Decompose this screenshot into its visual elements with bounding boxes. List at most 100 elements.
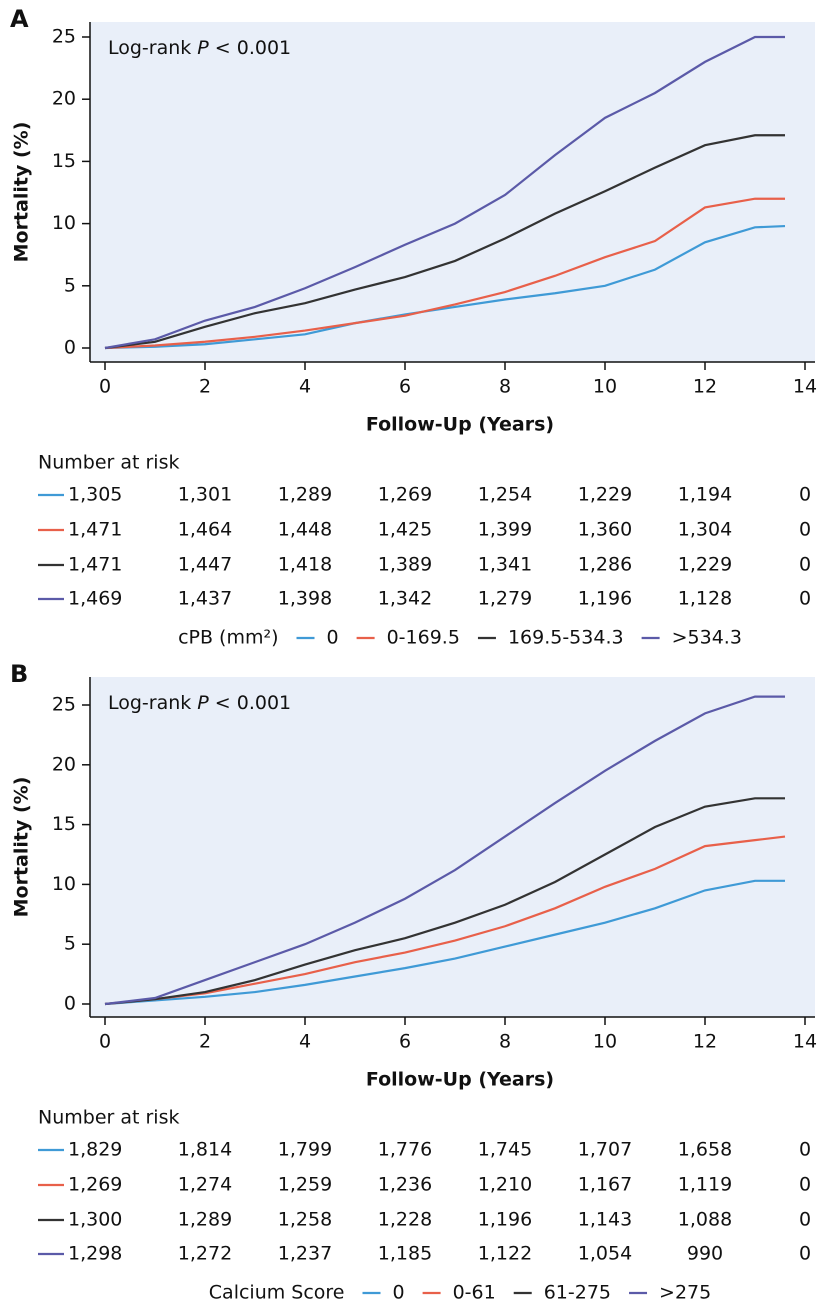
risk-title: Number at risk [38,1107,180,1129]
risk-count: 1,304 [678,519,732,541]
y-tick-label: 5 [64,933,76,955]
risk-count: 1,776 [378,1139,432,1161]
risk-count: 0 [799,1139,811,1161]
risk-count: 1,237 [278,1243,332,1265]
risk-count: 1,425 [378,519,432,541]
risk-count: 1,185 [378,1243,432,1265]
x-tick-label: 4 [299,376,311,398]
annotation-italic: P [197,37,209,59]
x-tick-label: 8 [499,1031,511,1053]
risk-count: 1,342 [378,588,432,610]
panel-label: B [10,660,28,688]
y-tick-label: 25 [52,26,76,48]
y-tick-label: 10 [52,873,76,895]
risk-count: 0 [799,1174,811,1196]
legend-label: 0-169.5 [387,627,460,649]
risk-count: 1,399 [478,519,532,541]
x-tick-label: 14 [793,1031,817,1053]
risk-count: 1,119 [678,1174,732,1196]
risk-count: 1,259 [278,1174,332,1196]
annotation-text: < 0.001 [215,692,291,714]
risk-count: 1,305 [68,484,122,506]
risk-count: 1,254 [478,484,532,506]
annotation-italic: P [197,692,209,714]
x-axis-label: Follow-Up (Years) [366,1069,554,1091]
risk-count: 1,128 [678,588,732,610]
y-tick-label: 15 [52,150,76,172]
risk-count: 1,447 [178,554,232,576]
risk-count: 1,658 [678,1139,732,1161]
risk-count: 1,258 [278,1209,332,1231]
risk-count: 1,286 [578,554,632,576]
risk-count: 1,196 [578,588,632,610]
y-tick-label: 0 [64,993,76,1015]
curve [104,224,786,350]
legend-label: 0-61 [453,1282,496,1304]
risk-count: 1,269 [68,1174,122,1196]
risk-count: 1,469 [68,588,122,610]
risk-count: 1,471 [68,519,122,541]
risk-count: 1,054 [578,1243,632,1265]
risk-count: 1,360 [578,519,632,541]
y-tick-label: 25 [52,694,76,716]
risk-count: 1,274 [178,1174,232,1196]
risk-count: 1,229 [678,554,732,576]
curve [104,695,785,1006]
plot-background [90,22,815,362]
risk-count: 1,448 [278,519,332,541]
y-tick-label: 10 [52,212,76,234]
annotation-text: Log-rank [108,692,191,714]
annotation-text: < 0.001 [215,37,291,59]
y-tick-label: 20 [52,88,76,110]
risk-count: 1,437 [178,588,232,610]
risk-count: 1,279 [478,588,532,610]
risk-count: 1,341 [478,554,532,576]
x-tick-label: 2 [199,1031,211,1053]
risk-count: 0 [799,484,811,506]
y-axis-label: Mortality (%) [11,122,33,263]
risk-count: 0 [799,519,811,541]
legend-label: 0 [327,627,339,649]
x-axis-label: Follow-Up (Years) [366,414,554,436]
risk-count: 1,210 [478,1174,532,1196]
curve [104,197,785,350]
risk-count: 0 [799,1243,811,1265]
legend-label: 0 [393,1282,405,1304]
y-tick-label: 0 [64,337,76,359]
risk-count: 1,745 [478,1139,532,1161]
risk-count: 1,707 [578,1139,632,1161]
risk-count: 1,389 [378,554,432,576]
x-tick-label: 2 [199,376,211,398]
annotation: Log-rank P < 0.001 [108,37,291,59]
x-tick-label: 0 [99,376,111,398]
legend-label: >275 [659,1282,711,1304]
legend-label: 169.5-534.3 [508,627,624,649]
risk-count: 1,799 [278,1139,332,1161]
x-tick-label: 8 [499,376,511,398]
y-tick-label: 5 [64,274,76,296]
risk-count: 1,301 [178,484,232,506]
x-tick-label: 10 [593,1031,617,1053]
x-tick-label: 10 [593,376,617,398]
x-tick-label: 6 [399,376,411,398]
risk-count: 1,122 [478,1243,532,1265]
x-tick-label: 6 [399,1031,411,1053]
risk-count: 1,298 [68,1243,122,1265]
legend-label: >534.3 [672,627,742,649]
risk-count: 990 [687,1243,723,1265]
annotation: Log-rank P < 0.001 [108,692,291,714]
curve [104,879,785,1006]
risk-count: 0 [799,1209,811,1231]
risk-count: 1,289 [278,484,332,506]
risk-count: 1,228 [378,1209,432,1231]
legend-title: cPB (mm²) [178,627,278,649]
risk-count: 1,088 [678,1209,732,1231]
x-tick-label: 0 [99,1031,111,1053]
x-tick-label: 12 [693,376,717,398]
risk-count: 1,471 [68,554,122,576]
curve [104,35,785,350]
risk-count: 1,300 [68,1209,122,1231]
risk-count: 1,269 [378,484,432,506]
legend-label: 61-275 [544,1282,611,1304]
